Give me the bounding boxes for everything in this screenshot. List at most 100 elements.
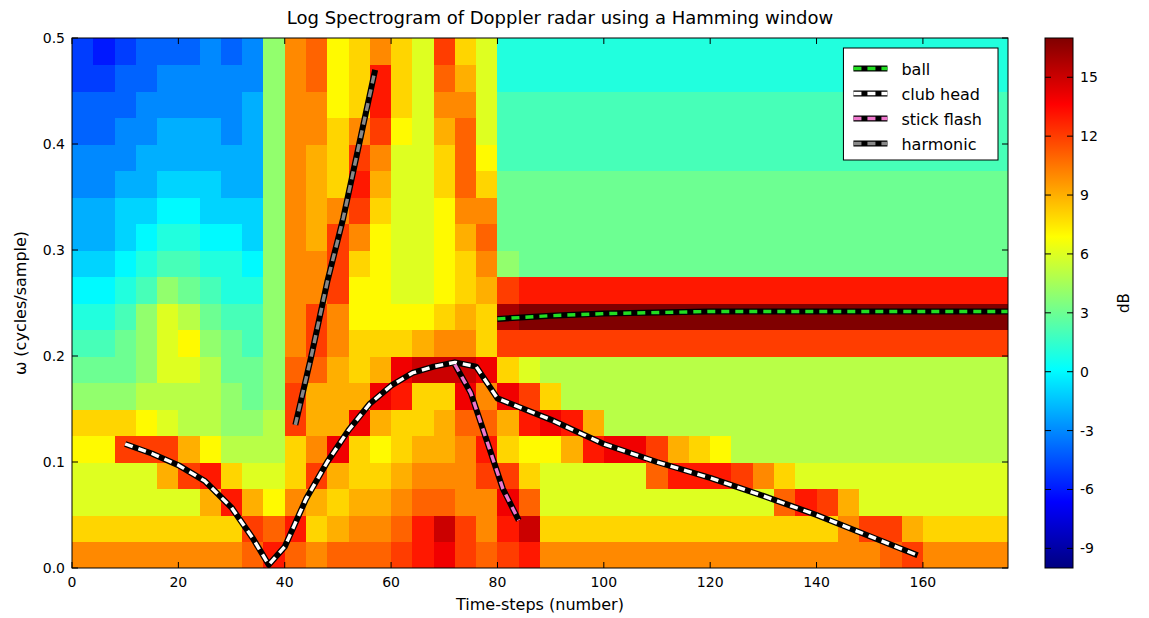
cell	[902, 462, 924, 489]
cell	[774, 462, 796, 489]
line-outline	[497, 311, 1008, 318]
cell	[178, 330, 200, 357]
cell	[497, 250, 519, 277]
colorbar-tick-left	[1045, 77, 1051, 78]
cell	[306, 118, 328, 145]
cell	[370, 91, 392, 118]
cell	[93, 542, 115, 569]
cell	[434, 515, 456, 542]
cell	[306, 436, 328, 463]
cell	[540, 515, 562, 542]
cell	[710, 38, 732, 65]
cell	[944, 383, 966, 410]
cell	[583, 171, 605, 198]
cell	[72, 515, 94, 542]
cell	[200, 250, 222, 277]
cell	[285, 197, 307, 224]
cell	[412, 409, 434, 436]
cell	[583, 197, 605, 224]
cell	[987, 330, 1008, 357]
cell	[561, 542, 583, 569]
cell	[519, 65, 541, 92]
cell	[497, 224, 519, 251]
cell	[200, 330, 222, 357]
cell	[774, 65, 796, 92]
cell	[115, 65, 137, 92]
cell	[774, 91, 796, 118]
cell	[774, 330, 796, 357]
cell	[391, 515, 413, 542]
cell	[583, 38, 605, 65]
y-tick-right	[1002, 568, 1008, 569]
cell	[221, 65, 243, 92]
cell	[710, 118, 732, 145]
cell	[625, 515, 647, 542]
cell	[604, 118, 626, 145]
cell	[965, 542, 987, 569]
cell	[349, 250, 371, 277]
cell	[434, 462, 456, 489]
cell	[519, 197, 541, 224]
cell	[242, 91, 264, 118]
cell	[476, 489, 498, 516]
x-tick	[816, 562, 817, 568]
cell	[668, 65, 690, 92]
cell	[93, 383, 115, 410]
cell	[221, 409, 243, 436]
cell	[859, 224, 881, 251]
cell	[880, 330, 902, 357]
cell	[455, 277, 477, 304]
cell	[561, 38, 583, 65]
cell	[859, 171, 881, 198]
cell	[838, 330, 860, 357]
cell	[753, 436, 775, 463]
cell	[689, 91, 711, 118]
cell	[391, 197, 413, 224]
cell	[136, 462, 158, 489]
legend-swatch	[853, 67, 887, 70]
cell	[349, 542, 371, 569]
cell	[731, 356, 753, 383]
cell	[902, 383, 924, 410]
cell	[561, 462, 583, 489]
cell	[455, 171, 477, 198]
cell	[455, 436, 477, 463]
cell	[965, 171, 987, 198]
cell	[476, 38, 498, 65]
cell	[753, 330, 775, 357]
cell	[944, 303, 966, 330]
cell	[178, 250, 200, 277]
cell	[646, 224, 668, 251]
cell	[391, 303, 413, 330]
line-outline	[295, 70, 375, 425]
cell	[625, 330, 647, 357]
cell	[242, 65, 264, 92]
cell	[668, 38, 690, 65]
colorbar-tick-left	[1045, 430, 1051, 431]
cell	[178, 436, 200, 463]
cell	[221, 436, 243, 463]
cell	[327, 65, 349, 92]
cell	[263, 197, 285, 224]
x-tick-top	[284, 38, 285, 44]
cell	[817, 542, 839, 569]
cell	[731, 65, 753, 92]
cell	[242, 383, 264, 410]
cell	[902, 409, 924, 436]
chart: Log Spectrogram of Doppler radar using a…	[0, 0, 1149, 618]
cell	[72, 542, 94, 569]
cell	[710, 383, 732, 410]
cell	[391, 171, 413, 198]
cell	[497, 542, 519, 569]
y-tick-right	[1002, 144, 1008, 145]
cell	[136, 356, 158, 383]
cell	[200, 356, 222, 383]
legend-swatch-outline	[853, 66, 887, 72]
cell	[93, 144, 115, 171]
cell	[93, 356, 115, 383]
cell	[519, 489, 541, 516]
cell	[72, 330, 94, 357]
x-tick-label: 100	[590, 574, 617, 590]
colorbar-tick-left	[1045, 312, 1051, 313]
cell	[561, 144, 583, 171]
